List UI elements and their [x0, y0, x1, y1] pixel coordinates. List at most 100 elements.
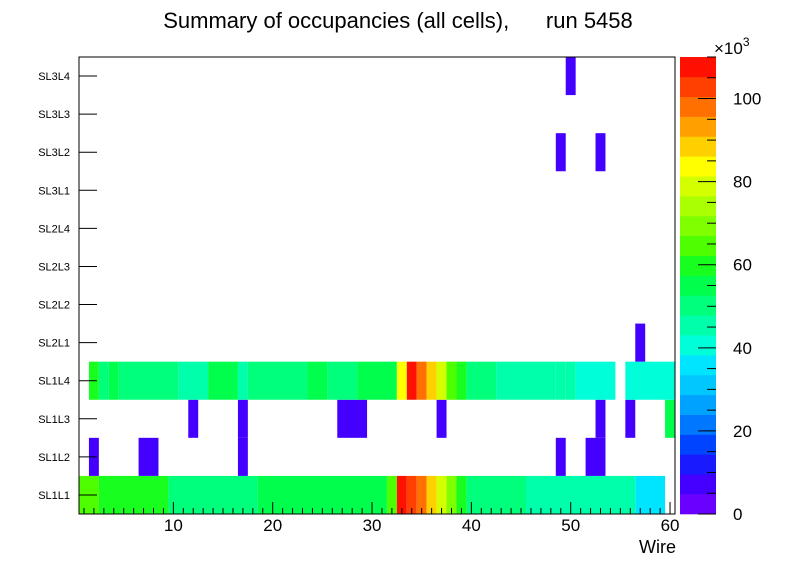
z-tick-label: 80	[733, 173, 752, 192]
heatmap-cell	[247, 361, 308, 400]
heatmap-cell	[188, 399, 199, 438]
y-axis: SL1L1 SL1L2 SL1L3 SL1L4 SL2L1 SL2L2 SL2L3 SL2L4…	[38, 71, 97, 502]
heatmap-cell	[635, 475, 666, 514]
color-scale-band	[680, 196, 716, 217]
heatmap-cell	[386, 475, 397, 514]
color-scale-band	[680, 494, 716, 515]
color-scale-band	[680, 156, 716, 177]
heatmap-cell	[436, 399, 447, 438]
heatmap-cell	[108, 361, 119, 400]
z-tick-label: 40	[733, 339, 752, 358]
x-axis: 10 20 30 40 50 60	[83, 502, 679, 535]
y-tick-label: SL3L1	[38, 185, 70, 197]
heatmap-cell	[208, 361, 238, 400]
z-tick-label: 60	[733, 256, 752, 275]
heatmap-cell	[555, 361, 566, 400]
heatmap-cell	[625, 361, 675, 400]
z-tick-label: 20	[733, 422, 752, 441]
color-scale-band	[680, 215, 716, 237]
x-tick-label: 30	[363, 516, 382, 535]
z-tick-label: 100	[733, 90, 761, 109]
color-scale-band	[680, 355, 716, 376]
color-scale-band	[680, 315, 716, 336]
y-tick-label: SL2L4	[38, 223, 70, 235]
y-tick-label: SL3L3	[38, 109, 70, 121]
color-scale-band	[680, 434, 716, 455]
heatmap-cell	[98, 475, 169, 514]
color-scale-band	[680, 374, 716, 396]
heatmap-cell	[168, 475, 258, 514]
color-scale-band	[680, 335, 716, 356]
heatmap-cell	[337, 399, 368, 438]
color-scale-band	[680, 474, 716, 495]
heatmap-cell	[426, 361, 437, 400]
color-scale-band	[680, 136, 716, 157]
y-tick-label: SL3L4	[38, 71, 70, 83]
heatmap-cell	[555, 437, 566, 476]
heatmap-cell	[436, 475, 447, 514]
y-tick-label: SL1L2	[38, 452, 70, 464]
y-tick-label: SL1L1	[38, 490, 70, 502]
heatmap-cell	[436, 361, 447, 400]
heatmap-cell	[237, 437, 248, 476]
heatmap-cell	[118, 361, 179, 400]
heatmap-cell	[446, 361, 457, 400]
x-tick-label: 40	[462, 516, 481, 535]
y-tick-label: SL2L1	[38, 338, 70, 350]
color-scale-band	[680, 414, 716, 435]
z-scale-multiplier: ×103	[714, 35, 750, 58]
z-axis: 0 20 40 60 80 100	[698, 56, 761, 524]
heatmap-cell	[257, 475, 387, 514]
heatmap-cell	[406, 475, 417, 514]
heatmap-cell	[237, 399, 248, 438]
z-scale-base: ×10	[714, 39, 743, 58]
heatmap-cell	[635, 323, 646, 362]
color-scale-bar	[680, 57, 716, 515]
color-scale-band	[680, 275, 716, 296]
heatmap-cells	[79, 57, 675, 514]
heatmap-cell	[496, 361, 556, 400]
heatmap-cell	[396, 475, 407, 514]
color-scale-band	[680, 295, 716, 316]
heatmap-cell	[595, 399, 606, 438]
y-tick-label: SL2L3	[38, 261, 70, 273]
heatmap-cell	[466, 475, 526, 514]
heatmap-cell	[357, 361, 397, 400]
y-tick-label: SL1L4	[38, 376, 70, 388]
z-tick-label: 0	[733, 505, 742, 524]
chart-title: Summary of occupancies (all cells), run …	[163, 8, 633, 33]
heatmap-cell	[446, 475, 457, 514]
heatmap-cell	[327, 361, 358, 400]
heatmap-cell	[585, 437, 606, 476]
heatmap-cell	[565, 361, 576, 400]
color-scale-band	[680, 96, 716, 117]
heatmap-cell	[416, 361, 427, 400]
plot-frame	[78, 56, 676, 515]
y-tick-label: SL2L2	[38, 300, 70, 312]
color-scale-band	[680, 76, 716, 98]
heatmap-cell	[456, 361, 467, 400]
heatmap-cell	[595, 133, 606, 172]
heatmap-cell	[237, 361, 248, 400]
heatmap-cell	[466, 361, 497, 400]
y-tick-label: SL3L2	[38, 147, 70, 159]
y-tick-label: SL1L3	[38, 414, 70, 426]
heatmap-cell	[565, 57, 576, 96]
heatmap-cell	[138, 437, 159, 476]
heatmap-cell	[456, 475, 467, 514]
color-scale-band	[680, 454, 716, 475]
heatmap-cell	[98, 361, 109, 400]
x-tick-label: 20	[263, 516, 282, 535]
color-scale-band	[680, 394, 716, 415]
heatmap-cell	[416, 475, 427, 514]
heatmap-cell	[178, 361, 209, 400]
x-tick-label: 50	[561, 516, 580, 535]
heatmap-cell	[526, 475, 636, 514]
color-scale-band	[680, 116, 716, 137]
heatmap-cell	[426, 475, 437, 514]
z-scale-exponent: 3	[743, 35, 750, 49]
x-axis-label: Wire	[639, 537, 676, 557]
heatmap-cell	[396, 361, 407, 400]
heatmap-cell	[665, 399, 675, 438]
